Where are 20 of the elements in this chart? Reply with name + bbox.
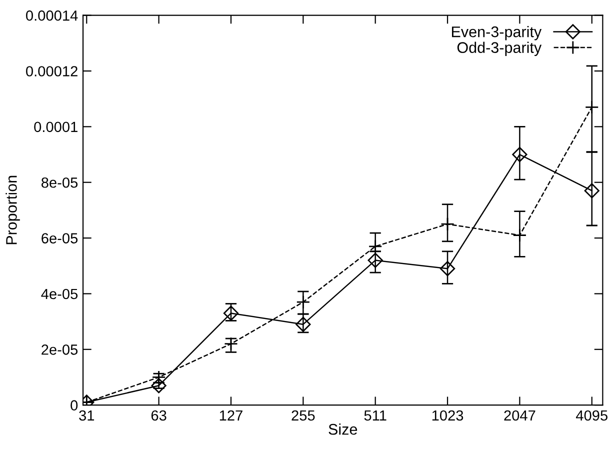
y-tick-label: 0.00014 xyxy=(26,10,78,21)
y-axis-title: Proportion xyxy=(6,176,20,244)
x-tick-label: 511 xyxy=(364,410,386,421)
y-tick-label: 8e-05 xyxy=(42,177,78,188)
x-tick-label: 63 xyxy=(151,410,166,421)
y-tick-label: 0.00012 xyxy=(26,66,78,76)
y-tick-label: 2e-05 xyxy=(42,344,78,355)
x-tick-label: 31 xyxy=(79,410,94,421)
y-tick-label: 4e-05 xyxy=(41,288,78,300)
x-tick-label: 4095 xyxy=(576,410,608,421)
y-tick-label: 0.0001 xyxy=(34,122,78,132)
y-tick-label: 6e-05 xyxy=(42,233,78,244)
legend-label: Even-3-parity xyxy=(452,26,542,40)
legend-label: Odd-3-parity xyxy=(457,42,542,56)
x-tick-label: 127 xyxy=(220,410,242,420)
x-tick-label: 2047 xyxy=(504,410,536,421)
x-tick-label: 255 xyxy=(292,410,315,421)
y-tick-label: 0 xyxy=(70,400,78,410)
x-tick-label: 1023 xyxy=(432,410,464,421)
x-axis-title: Size xyxy=(328,424,358,435)
